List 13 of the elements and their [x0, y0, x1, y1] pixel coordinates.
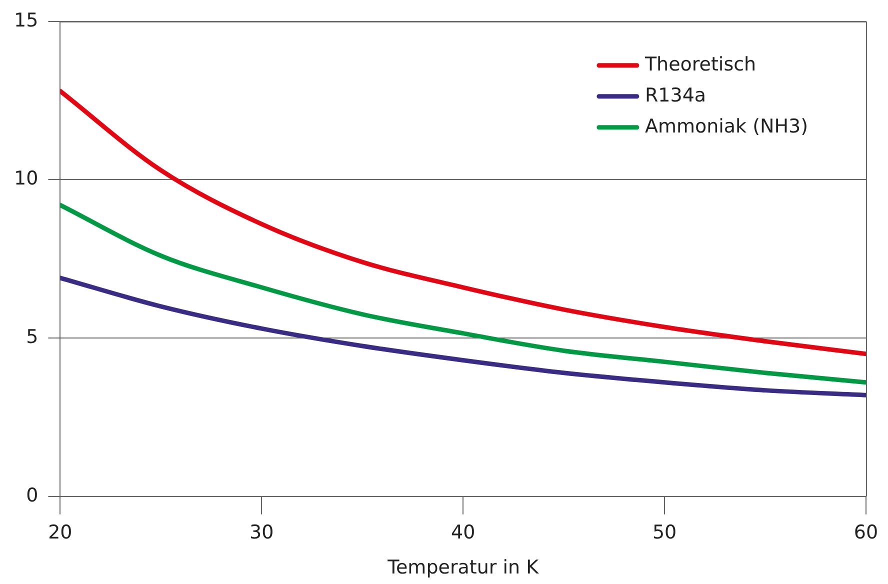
y-tick-label: 15	[14, 9, 38, 32]
legend-label: R134a	[644, 84, 706, 106]
y-tick-label: 5	[26, 326, 38, 348]
x-tick-label: 30	[250, 522, 274, 544]
x-tick-label: 40	[450, 522, 476, 544]
y-tick-label: 0	[26, 484, 38, 506]
x-axis-title: Temperatur in K	[386, 556, 540, 579]
y-tick-label: 10	[14, 168, 38, 190]
x-tick-label: 20	[48, 522, 72, 544]
x-tick-label: 60	[854, 522, 878, 544]
x-tick-label: 50	[652, 522, 677, 544]
legend-label: Theoretisch	[644, 53, 756, 76]
legend-label: Ammoniak (NH3)	[644, 115, 808, 138]
